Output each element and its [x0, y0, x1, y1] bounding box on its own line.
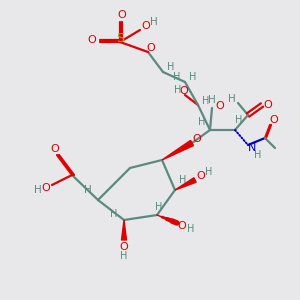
Text: H: H — [179, 175, 187, 185]
Text: O: O — [142, 21, 150, 31]
Text: O: O — [196, 171, 206, 181]
Text: H: H — [235, 115, 243, 125]
Text: H: H — [205, 167, 213, 177]
Text: O: O — [264, 100, 272, 110]
Polygon shape — [175, 178, 196, 190]
Text: H: H — [202, 96, 210, 106]
Text: H: H — [189, 72, 197, 82]
Text: O: O — [178, 221, 186, 231]
Text: O: O — [42, 183, 50, 193]
Text: N: N — [248, 143, 256, 153]
Text: H: H — [198, 117, 206, 127]
Text: H: H — [173, 72, 181, 82]
Text: O: O — [180, 86, 188, 96]
Text: O: O — [193, 134, 201, 144]
Text: O: O — [118, 10, 126, 20]
Text: O: O — [270, 115, 278, 125]
Text: H: H — [110, 209, 118, 219]
Text: O: O — [216, 101, 224, 111]
Text: H: H — [150, 17, 158, 27]
Text: H: H — [155, 202, 163, 212]
Text: O: O — [147, 43, 155, 53]
Polygon shape — [162, 140, 194, 160]
Text: H: H — [208, 95, 216, 105]
Text: O: O — [120, 242, 128, 252]
Text: O: O — [88, 35, 96, 45]
Text: H: H — [34, 185, 42, 195]
Text: H: H — [228, 94, 236, 104]
Text: H: H — [174, 85, 182, 95]
Text: S: S — [116, 32, 124, 46]
Text: O: O — [51, 144, 59, 154]
Text: H: H — [167, 62, 175, 72]
Text: H: H — [254, 150, 262, 160]
Text: H: H — [187, 224, 195, 234]
Text: H: H — [84, 185, 92, 195]
Polygon shape — [122, 220, 127, 240]
Text: H: H — [120, 251, 128, 261]
